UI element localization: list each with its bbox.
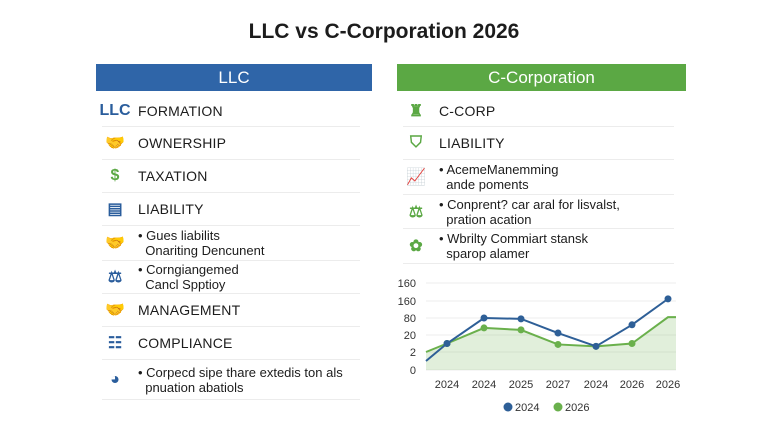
cluster-icon: ✿ — [409, 238, 423, 255]
handshake-icon: 🤝 — [105, 235, 125, 252]
data-point — [664, 295, 672, 303]
data-point — [592, 342, 600, 350]
y-tick-label: 160 — [398, 278, 416, 290]
item-label: FORMATION — [138, 102, 223, 119]
building-icon: ♜ — [408, 102, 424, 120]
document-hand-icon: ▤ — [107, 201, 123, 218]
list-item: ⛉ LIABILITY — [403, 127, 674, 160]
series-area — [426, 317, 676, 370]
list-item: 🤝 MANAGEMENT — [102, 294, 360, 327]
item-label: OWNERSHIP — [138, 135, 227, 151]
list-item: 🤝 • Gues liabilits Onariting Dencunent — [102, 226, 360, 261]
legend-label: 2024 — [515, 402, 539, 414]
growth-chart-icon: 📈 — [406, 169, 426, 186]
x-tick-label: 2024 — [584, 379, 608, 391]
item-label: COMPLIANCE — [138, 335, 233, 351]
legend-marker — [553, 402, 563, 412]
legend-marker — [503, 402, 513, 412]
list-item: ⚖ • Conprent? car aral for lisvalst, prat… — [403, 195, 674, 229]
list-item: ☷ COMPLIANCE — [102, 327, 360, 360]
x-tick-label: 2024 — [472, 379, 496, 391]
series-line — [425, 298, 669, 362]
item-label: • Corpecd sipe thare extedis ton als pnu… — [138, 364, 343, 395]
llc-logo-icon: LLC — [99, 101, 131, 119]
scales-person-icon: ⚖ — [107, 269, 123, 286]
item-label: • Gues liabilits Onariting Dencunent — [138, 228, 265, 258]
list-item: ♜ C-CORP — [403, 95, 674, 127]
list-item: LLC FORMATION — [99, 95, 360, 127]
item-label: • Conprent? car aral for lisvalst, prati… — [439, 196, 620, 227]
data-point — [628, 321, 636, 329]
item-label: TAXATION — [138, 168, 208, 184]
x-tick-label: 2026 — [656, 379, 680, 391]
legend-label: 2026 — [565, 402, 589, 414]
data-point — [480, 314, 488, 322]
handshake-icon: 🤝 — [105, 135, 125, 152]
y-tick-label: 2 — [410, 347, 416, 359]
y-tick-label: 160 — [398, 296, 416, 308]
list-item: ⚖ • Corngiangemed Cancl Spptioy — [102, 261, 360, 294]
item-label: • Corngiangemed Cancl Spptioy — [138, 262, 239, 292]
list-item: ✿ • Wbrilty Commiart stansk sparop alamer — [403, 229, 674, 264]
x-tick-label: 2024 — [435, 379, 459, 391]
item-label: • AcemeManemming ande poments — [439, 162, 559, 192]
circular-arrow-icon: ◕ — [110, 370, 120, 388]
shield-icon: ⛉ — [409, 134, 422, 151]
list-item: ▤ LIABILITY — [102, 193, 360, 226]
page-title: LLC vs C-Corporation 2026 — [248, 20, 520, 43]
people-group-icon: ☷ — [107, 335, 123, 352]
y-tick-label: 80 — [404, 313, 416, 325]
ccorp-panel: C-Corporation ♜ C-CORP ⛉ LIABILITY 📈 • AcemeM… — [397, 64, 686, 264]
data-point — [517, 326, 525, 334]
list-item: 🤝 OWNERSHIP — [102, 127, 360, 160]
line-chart: 0 2 20 80 160 160 2024 2024 2025 2027 2024 2026 2026… — [398, 278, 681, 414]
item-label: LIABILITY — [138, 201, 204, 217]
scales-icon: ⚖ — [408, 203, 424, 221]
x-tick-label: 2025 — [509, 379, 533, 391]
list-item: 📈 • AcemeManemming ande poments — [403, 160, 674, 195]
data-point — [628, 340, 636, 347]
item-label: • Wbrilty Commiart stansk sparop alamer — [439, 231, 589, 261]
ccorp-header: C-Corporation — [397, 64, 686, 91]
list-item: ◕ • Corpecd sipe thare extedis ton als pn… — [102, 360, 360, 400]
llc-header: LLC — [96, 64, 372, 91]
item-label: MANAGEMENT — [138, 302, 241, 318]
item-label: C-CORP — [439, 102, 496, 119]
llc-panel: LLC LLC FORMATION 🤝 OWNERSHIP $ TAXATION ▤ LIAB… — [96, 64, 372, 400]
data-point — [443, 340, 451, 347]
data-point — [554, 329, 562, 337]
data-point — [480, 324, 488, 332]
x-tick-label: 2026 — [620, 379, 644, 391]
data-point — [517, 315, 525, 323]
y-tick-label: 0 — [410, 365, 416, 377]
list-item: $ TAXATION — [102, 160, 360, 193]
item-label: LIABILITY — [439, 135, 505, 151]
y-tick-label: 20 — [404, 330, 416, 342]
money-stack-icon: $ — [110, 167, 120, 184]
data-point — [554, 340, 562, 348]
x-tick-label: 2027 — [546, 379, 570, 391]
handshake-icon: 🤝 — [105, 302, 125, 319]
